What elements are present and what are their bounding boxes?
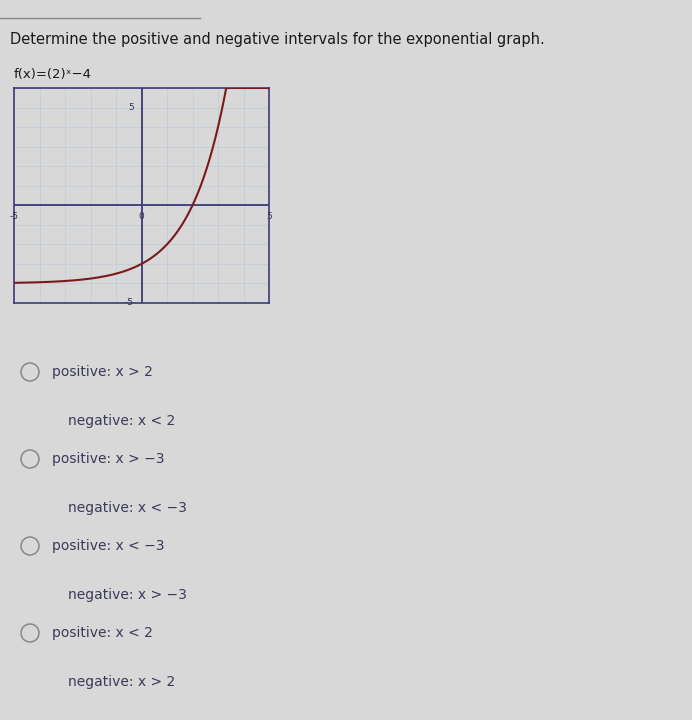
Text: negative: x > 2: negative: x > 2 [68, 675, 175, 689]
Text: -5: -5 [125, 299, 134, 307]
Text: positive: x < −3: positive: x < −3 [52, 539, 165, 553]
Text: negative: x < 2: negative: x < 2 [68, 414, 175, 428]
Text: positive: x > 2: positive: x > 2 [52, 365, 153, 379]
Text: 5: 5 [128, 103, 134, 112]
Text: positive: x > −3: positive: x > −3 [52, 452, 165, 466]
Text: negative: x > −3: negative: x > −3 [68, 588, 187, 602]
Text: negative: x < −3: negative: x < −3 [68, 501, 187, 515]
Text: 0: 0 [138, 212, 145, 221]
Text: -5: -5 [10, 212, 19, 221]
Text: 5: 5 [266, 212, 272, 221]
Text: f(x)=(2)ˣ−4: f(x)=(2)ˣ−4 [14, 68, 92, 81]
Text: Determine the positive and negative intervals for the exponential graph.: Determine the positive and negative inte… [10, 32, 545, 47]
Text: positive: x < 2: positive: x < 2 [52, 626, 153, 640]
